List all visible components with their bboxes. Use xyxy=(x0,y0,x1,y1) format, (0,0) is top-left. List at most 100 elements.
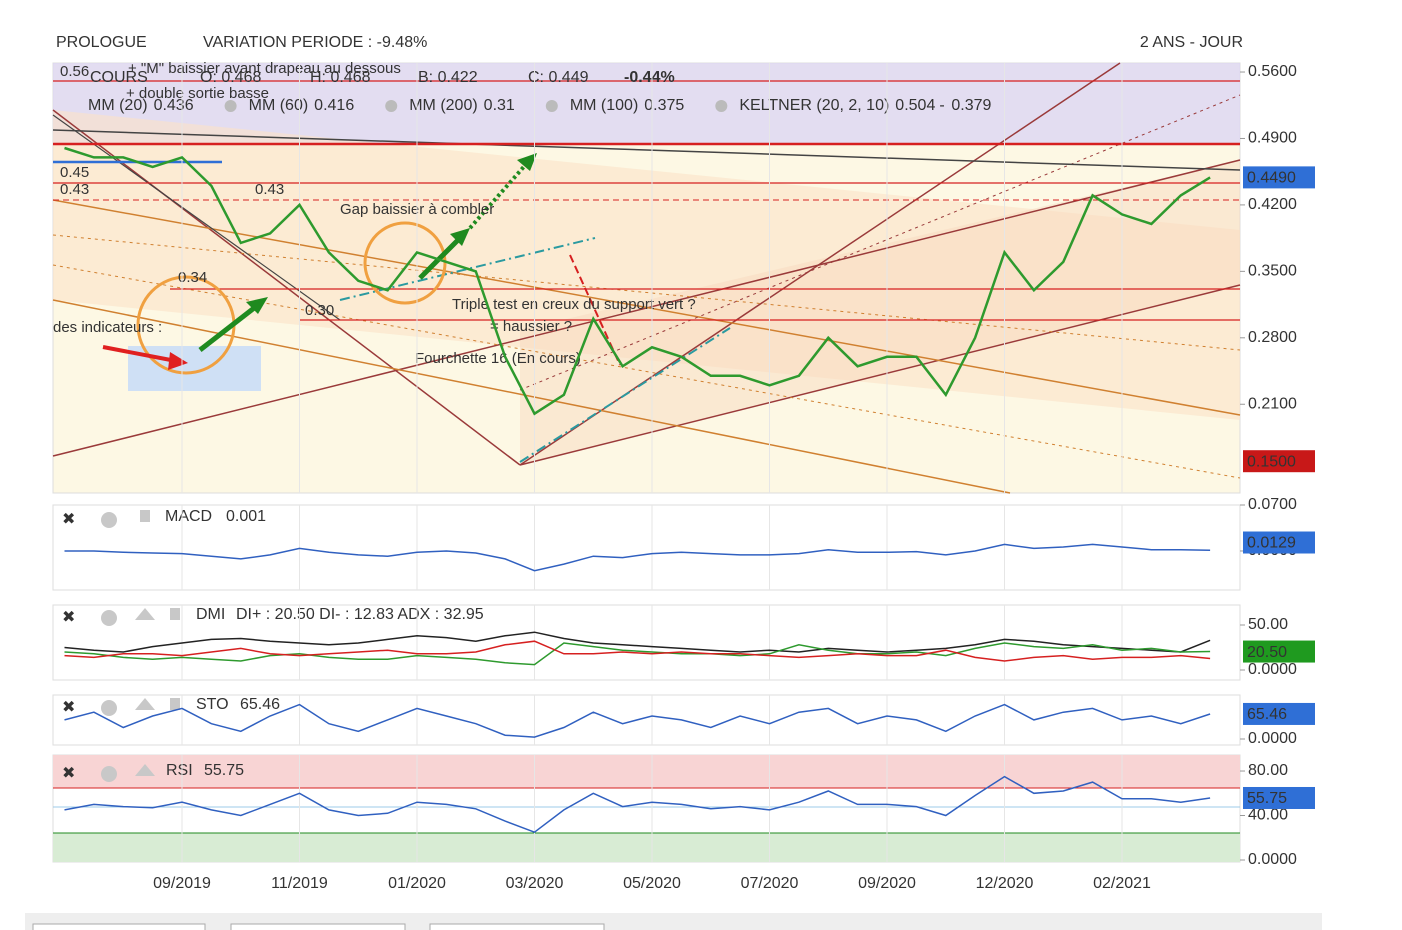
indicator-panels xyxy=(52,504,1241,863)
y-tick-label: 0.4900 xyxy=(1248,130,1297,147)
tab[interactable] xyxy=(32,923,206,930)
main-background xyxy=(52,62,1241,494)
indicator-name: RSI xyxy=(166,762,193,779)
legend-value: 0.436 xyxy=(154,97,194,114)
legend-name: MM (60) xyxy=(249,97,309,114)
annotation: des indicateurs : xyxy=(53,319,162,336)
trend-lines xyxy=(52,62,1241,494)
legend-name: MM (20) xyxy=(88,97,148,114)
indicator-name: DMI xyxy=(196,606,225,623)
annotation: Fourchette 16 (En cours) xyxy=(415,350,581,367)
annotation: + "M" baissier avant drapeau au dessous xyxy=(128,60,401,77)
annotation: + double sortie basse xyxy=(126,85,269,102)
x-tick-label: 07/2020 xyxy=(741,875,799,892)
y-tick-label: 0.0000 xyxy=(1248,661,1297,678)
price-marker-label: 0.4490 xyxy=(1247,170,1296,187)
svg-text:✖: ✖ xyxy=(62,511,75,528)
svg-text:✖: ✖ xyxy=(62,609,75,626)
legend-value: 0.416 xyxy=(314,97,354,114)
annotation: 0.56 xyxy=(60,63,89,80)
indicator-value: DI+ : 20.50 DI- : 12.83 ADX : 32.95 xyxy=(236,606,484,623)
annotation: Triple test en creux du support vert ? xyxy=(452,296,696,313)
y-tick-label: 0.2100 xyxy=(1248,395,1297,412)
y-tick-label: 80.00 xyxy=(1248,762,1288,779)
price-marker-label: 65.46 xyxy=(1247,706,1287,723)
legend-icon xyxy=(545,100,558,112)
price-marker xyxy=(1243,640,1315,663)
price-marker xyxy=(1243,450,1315,473)
x-tick-label: 05/2020 xyxy=(623,875,681,892)
x-tick-label: 12/2020 xyxy=(976,875,1034,892)
price-marker xyxy=(1243,702,1315,725)
series-line xyxy=(64,631,1211,653)
price-marker-label: 0.1500 xyxy=(1247,453,1296,470)
quote-high: H: 0.468 xyxy=(310,69,371,86)
legend: MM (20) 0.436 MM (60) 0.416 MM (200) 0.31 MM (… xyxy=(88,97,991,114)
y-tick-label: 0.2800 xyxy=(1248,329,1297,346)
quote-open: O: 0.468 xyxy=(200,69,261,86)
legend-icon xyxy=(224,100,237,112)
series-line xyxy=(64,775,1211,834)
series-line xyxy=(64,703,1211,738)
legend-name: KELTNER (20, 2, 10) xyxy=(739,97,889,114)
x-tick-label: 11/2019 xyxy=(271,875,328,892)
price-marker-label: 20.50 xyxy=(1247,644,1287,661)
annotation: = haussier ? xyxy=(490,318,572,335)
x-tick-label: 02/2021 xyxy=(1093,875,1151,892)
period[interactable]: 2 ANS - JOUR xyxy=(1140,34,1243,51)
tab[interactable] xyxy=(230,923,406,930)
legend-icon xyxy=(385,100,398,112)
legend-value: 0.379 xyxy=(951,97,991,114)
indicator-name: MACD xyxy=(165,508,212,525)
price-marker xyxy=(1243,531,1315,554)
legend-icon xyxy=(715,100,728,112)
x-tick-label: 03/2020 xyxy=(506,875,564,892)
series-line xyxy=(64,642,1211,666)
annotation: 0.43 xyxy=(60,181,89,198)
annotation: 0.43 xyxy=(255,181,284,198)
svg-text:✖: ✖ xyxy=(62,699,75,716)
annotation: 0.30 xyxy=(305,302,334,319)
stock-name: PROLOGUE xyxy=(56,34,147,51)
series-line xyxy=(64,640,1211,662)
y-tick-label: 0.0700 xyxy=(1248,496,1297,513)
x-tick-label: 09/2020 xyxy=(858,875,916,892)
panel-icons[interactable]: ✖ ✖ ✖ ✖ xyxy=(62,510,180,782)
y-tick-label: 0.0000 xyxy=(1248,851,1297,868)
legend-value: 0.504 xyxy=(895,97,935,114)
x-tick-label: 09/2019 xyxy=(153,875,211,892)
svg-text:✖: ✖ xyxy=(62,765,75,782)
legend-value: 0.31 xyxy=(484,97,515,114)
period-variation: VARIATION PERIODE : -9.48% xyxy=(203,34,427,51)
indicator-name: STO xyxy=(196,696,229,713)
bottom-toolbar xyxy=(25,913,1322,930)
legend-name: MM (200) xyxy=(409,97,477,114)
price-marker-label: 0.0129 xyxy=(1247,535,1296,552)
quote-label: COURS xyxy=(90,69,148,86)
indicator-value: 0.001 xyxy=(226,508,266,525)
price-marker-label: 55.75 xyxy=(1247,790,1287,807)
quote-close: C: 0.449 xyxy=(528,69,589,86)
indicator-value: 55.75 xyxy=(204,762,244,779)
legend-separator: - xyxy=(939,97,944,114)
annotation: 0.34 xyxy=(178,269,207,286)
price-marker xyxy=(1243,786,1315,809)
legend-name: MM (100) xyxy=(570,97,638,114)
tab[interactable] xyxy=(429,923,605,930)
legend-value: 0.375 xyxy=(644,97,684,114)
indicator-value: 65.46 xyxy=(240,696,280,713)
annotation: 0.45 xyxy=(60,164,89,181)
quote-low: B: 0.422 xyxy=(418,69,478,86)
x-tick-label: 01/2020 xyxy=(388,875,446,892)
y-tick-label: 0.0000 xyxy=(1248,730,1297,747)
y-tick-label: 0.4200 xyxy=(1248,196,1297,213)
price-marker xyxy=(1243,166,1315,189)
y-tick-label: 0.3500 xyxy=(1248,263,1297,280)
y-tick-label: 50.00 xyxy=(1248,616,1288,633)
y-tick-label: 0.5600 xyxy=(1248,63,1297,80)
quote-change: -0.44% xyxy=(624,69,675,86)
series-line xyxy=(64,146,1211,416)
y-tick-label: 40.00 xyxy=(1248,807,1288,824)
series-line xyxy=(64,543,1211,572)
